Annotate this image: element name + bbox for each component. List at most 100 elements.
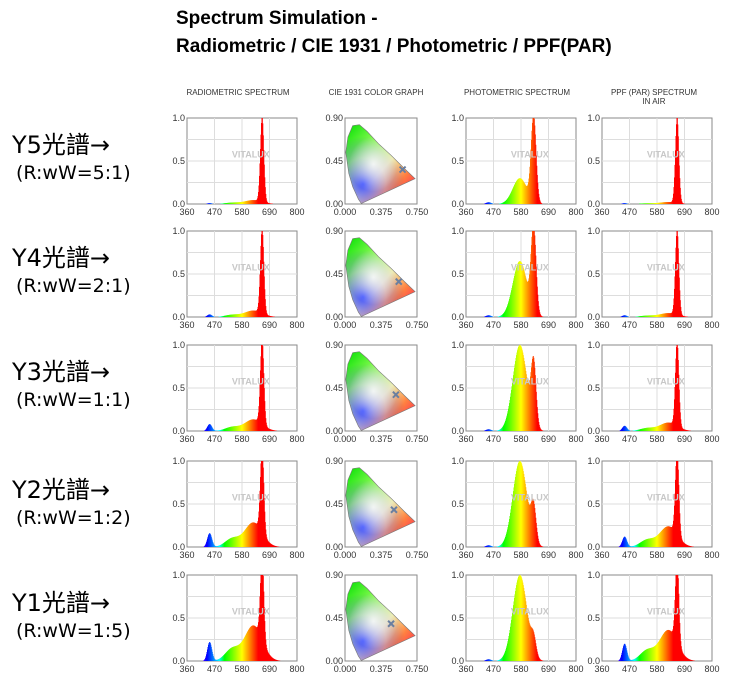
spectrum-bar	[503, 540, 505, 547]
spectrum-bar	[624, 315, 626, 317]
spectrum-bar	[650, 538, 652, 547]
spectrum-bar	[635, 545, 636, 547]
spectrum-bar	[665, 527, 666, 547]
spectrum-bar	[639, 316, 640, 317]
spectrum-bar	[628, 656, 629, 661]
spectrum-bar	[657, 202, 659, 204]
spectrum-bar	[508, 524, 509, 547]
row-label-ratio: (R:wW=1:5)	[16, 620, 131, 642]
spectrum-bar	[542, 430, 543, 431]
spectrum-bar	[276, 546, 278, 547]
spectrum-bar	[681, 649, 683, 661]
spectrum-bar	[275, 545, 276, 547]
spectrum-bar	[686, 430, 688, 431]
spectrum-bar	[489, 545, 491, 547]
watermark-text: VITALUX	[511, 377, 549, 387]
spectrum-bar	[622, 650, 623, 661]
spectrum-bar	[237, 425, 239, 431]
spectrum-bar	[535, 244, 536, 317]
spectrum-bar	[205, 544, 206, 547]
spectrum-bar	[665, 631, 666, 661]
spectrum-bar	[535, 640, 536, 661]
spectrum-bar	[660, 424, 662, 431]
spectrum-bar	[272, 544, 273, 547]
spectrum-bar	[643, 203, 644, 204]
spectrum-bar	[233, 426, 235, 431]
spectrum-bar	[212, 315, 213, 317]
spectrum-bar	[668, 422, 669, 431]
watermark-text: VITALUX	[232, 150, 270, 160]
spectrum-bar	[203, 660, 205, 661]
spectrum-bar	[269, 203, 271, 204]
spectrum-bar	[248, 629, 250, 661]
spectrum-bar	[513, 487, 515, 547]
spectrum-bar	[226, 202, 228, 204]
y-tick-label: 0.0	[451, 312, 464, 322]
spectrum-bar	[660, 531, 662, 547]
x-tick-label: 360	[458, 550, 473, 560]
spectrum-bar	[526, 493, 528, 547]
spectrum-bar	[642, 652, 643, 661]
x-tick-label: 580	[513, 434, 528, 444]
spectrum-bar	[508, 635, 510, 661]
spectrum-bar	[664, 423, 666, 431]
spectrum-bar	[207, 538, 208, 547]
spectrum-bar	[211, 203, 212, 204]
spectrum-bar	[657, 643, 658, 661]
x-tick-label: 470	[207, 434, 222, 444]
spectrum-bar	[237, 425, 238, 431]
spectrum-bar	[490, 545, 491, 547]
spectrum-bar	[666, 422, 667, 431]
spectrum-bar	[257, 625, 259, 661]
spectrum-bar	[235, 202, 237, 204]
spectrum-bar	[274, 430, 276, 431]
spectrum-bar	[220, 316, 221, 317]
spectrum-bar	[527, 185, 528, 204]
spectrum-bar	[486, 659, 488, 661]
spectrum-bar	[228, 202, 230, 204]
spectrum-bar	[487, 315, 489, 317]
x-tick-label: 690	[262, 434, 277, 444]
spectrum-bar	[274, 545, 276, 547]
spectrum-bar	[680, 194, 682, 204]
spectrum-bar	[673, 305, 674, 317]
spectrum-bar	[671, 422, 672, 431]
spectrum-bar	[528, 383, 530, 431]
spectrum-bar	[659, 425, 660, 431]
spectrum-bar	[233, 202, 234, 204]
spectrum-bar	[267, 427, 269, 431]
spectrum-bar	[660, 532, 661, 547]
spectrum-bar	[528, 278, 530, 317]
spectrum-bar	[249, 627, 251, 661]
spectrum-bar	[672, 309, 674, 317]
x-tick-label: 0.750	[406, 664, 429, 674]
spectrum-bar	[652, 537, 654, 547]
spectrum-bar	[212, 428, 214, 431]
spectrum-bar	[502, 314, 503, 317]
spectrum-bar	[624, 536, 626, 547]
spectrum-bar	[526, 608, 528, 661]
spectrum-bar	[648, 315, 649, 317]
y-tick-label: 0.0	[172, 542, 185, 552]
spectrum-bar	[255, 419, 257, 431]
spectrum-bar	[672, 200, 673, 204]
spectrum-bar	[258, 412, 259, 431]
spectrum-bar	[527, 381, 529, 431]
spectrum-bar	[524, 271, 525, 317]
spectrum-bar	[643, 651, 645, 661]
spectrum-bar	[507, 198, 509, 204]
spectrum-bar	[266, 198, 267, 204]
spectrum-bar	[688, 430, 689, 431]
spectrum-bar	[644, 203, 646, 204]
spectrum-bar	[693, 660, 694, 661]
spectrum-bar	[676, 345, 678, 431]
spectrum-bar	[259, 384, 261, 431]
spectrum-bar	[511, 287, 513, 317]
spectrum-bar	[638, 655, 640, 661]
spectrum-bar	[658, 642, 659, 661]
y-tick-label: 1.0	[451, 226, 464, 236]
spectrum-bar	[652, 647, 653, 661]
spectrum-bar	[269, 203, 270, 204]
x-tick-label: 580	[234, 664, 249, 674]
spectrum-bar	[682, 651, 683, 661]
